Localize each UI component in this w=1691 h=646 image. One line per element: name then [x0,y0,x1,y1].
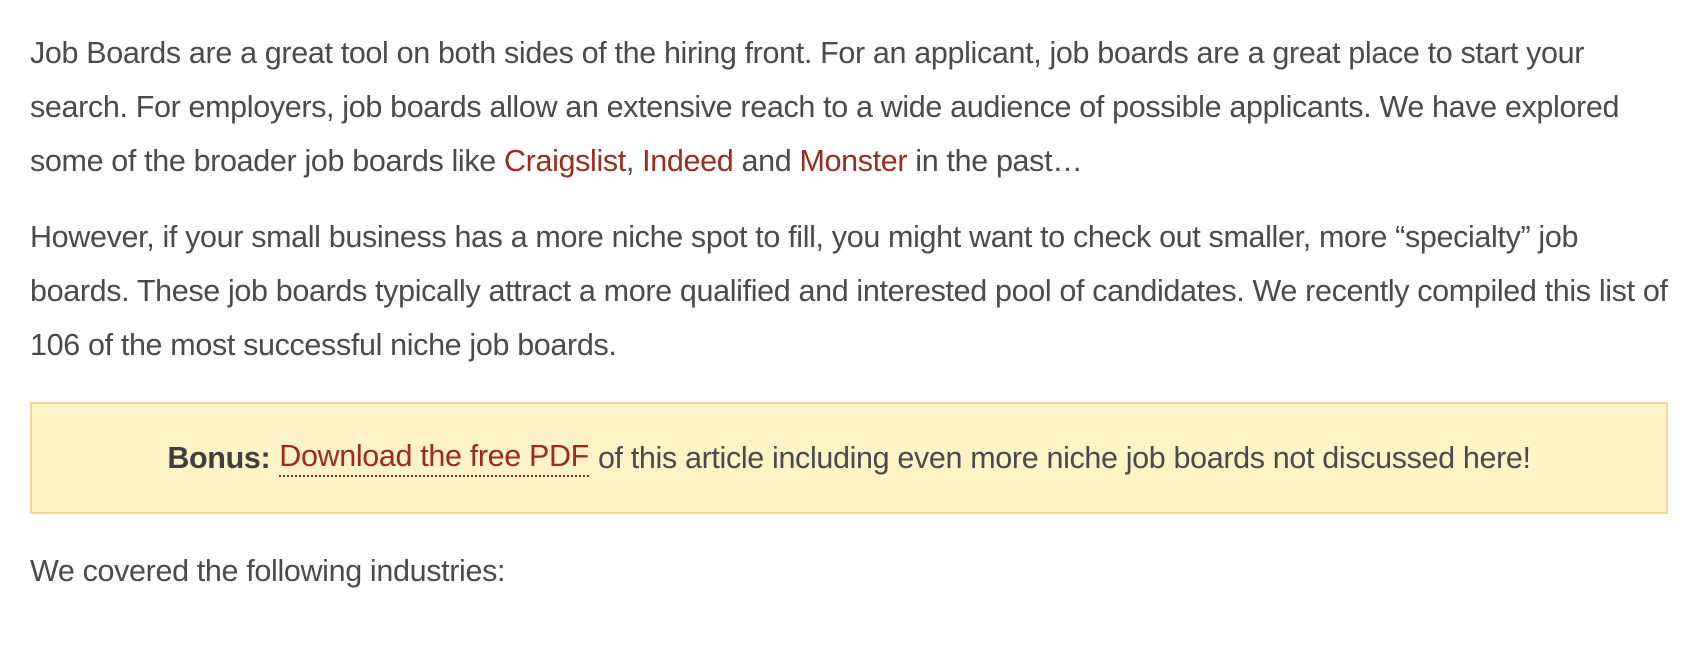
and-text: and [733,144,800,178]
industries-intro: We covered the following industries: [30,554,506,588]
comma-separator: , [625,144,643,178]
article-body: Job Boards are a great tool on both side… [30,26,1670,598]
intro-text-end: in the past… [907,144,1083,178]
indeed-link[interactable]: Indeed [642,144,734,178]
download-pdf-link[interactable]: Download the free PDF [279,439,589,477]
bonus-label: Bonus: [167,440,271,475]
craigslist-link[interactable]: Craigslist [504,144,626,178]
intro-paragraph: Job Boards are a great tool on both side… [30,26,1670,188]
intro-text: Job Boards are a great tool on both side… [30,36,1620,178]
niche-paragraph: However, if your small business has a mo… [30,220,1668,362]
monster-link[interactable]: Monster [799,144,908,178]
bonus-callout: Bonus: Download the free PDF of this art… [30,402,1668,514]
bonus-text: of this article including even more nich… [597,440,1531,475]
